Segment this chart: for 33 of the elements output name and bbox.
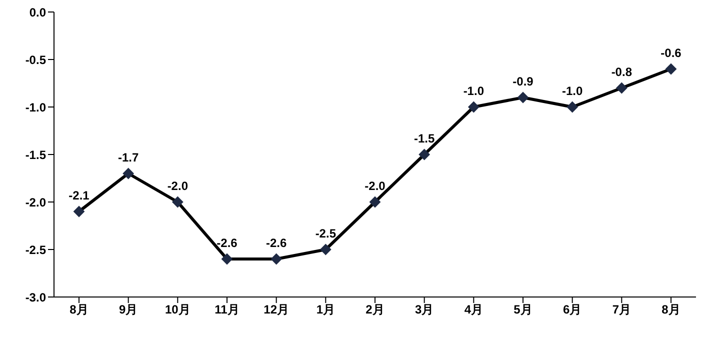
x-tick-label: 10月 (164, 302, 190, 317)
x-tick-label: 4月 (464, 302, 484, 317)
data-label: -2.5 (315, 226, 336, 240)
y-tick-label: 0.0 (29, 5, 46, 20)
y-tick-label: -1.5 (25, 148, 46, 162)
y-tick-label: -2.5 (25, 242, 46, 257)
x-tick-label: 3月 (414, 302, 434, 317)
data-label: -1.0 (463, 84, 484, 98)
data-label: -2.6 (216, 236, 238, 250)
x-tick-label: 2月 (366, 302, 384, 317)
x-tick-label: 12月 (264, 302, 290, 317)
data-label: -1.0 (562, 84, 583, 98)
data-label: -1.5 (414, 132, 435, 146)
data-label: -1.7 (118, 150, 139, 164)
y-tick-label: -3.0 (25, 290, 46, 304)
x-tick-label: 1月 (316, 302, 336, 317)
y-tick-label: -0.5 (25, 52, 46, 67)
data-label: -0.8 (611, 65, 632, 79)
y-tick-label: -2.0 (25, 195, 46, 210)
x-tick-label: 5月 (514, 302, 532, 317)
x-tick-label: 11月 (214, 302, 240, 317)
x-tick-label: 6月 (562, 302, 582, 317)
data-label: -0.9 (512, 74, 534, 88)
data-label: -2.0 (364, 179, 386, 193)
x-tick-label: 7月 (612, 302, 632, 317)
data-label: -2.1 (68, 188, 90, 202)
y-tick-label: -1.0 (25, 100, 46, 114)
data-label: -2.6 (266, 236, 287, 250)
data-label: -0.6 (660, 46, 682, 60)
data-label: -2.0 (167, 179, 188, 193)
x-tick-label: 9月 (118, 302, 138, 317)
x-tick-label: 8月 (662, 302, 680, 317)
x-tick-label: 8月 (70, 302, 88, 317)
